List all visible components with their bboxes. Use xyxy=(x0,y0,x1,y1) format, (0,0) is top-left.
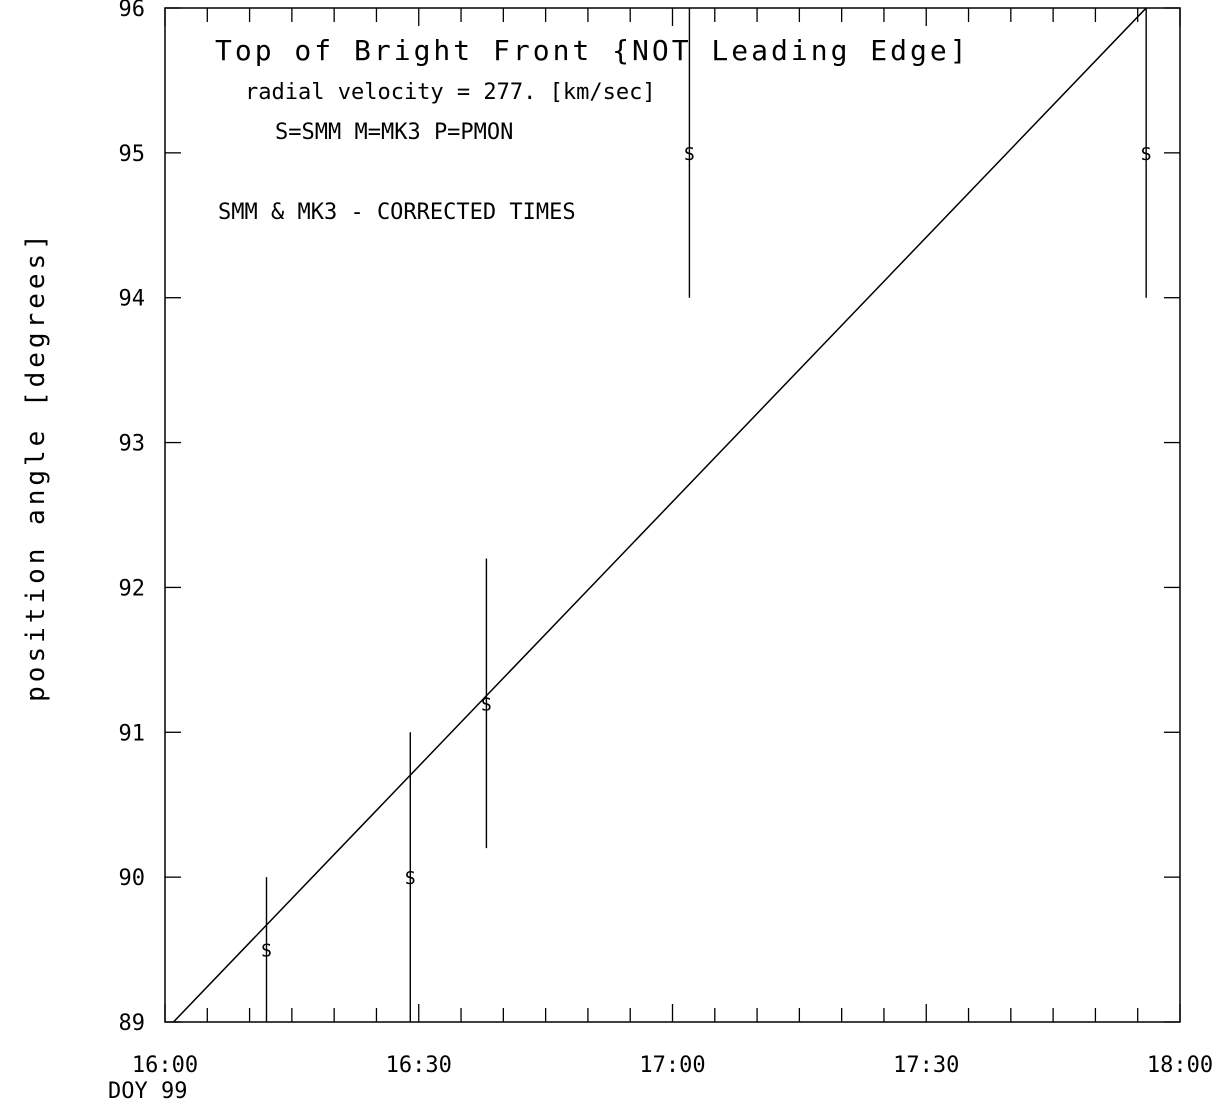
x-axis-sublabel: DOY 99 xyxy=(108,1079,187,1104)
y-tick-label: 95 xyxy=(119,142,146,167)
data-point-marker: S xyxy=(1141,144,1152,165)
x-tick-label: 17:30 xyxy=(893,1053,959,1078)
y-axis-label: position angle [degrees] xyxy=(21,230,51,702)
data-point-marker: S xyxy=(684,144,695,165)
y-tick-label: 93 xyxy=(119,432,146,457)
x-tick-labels: 16:00 16:30 17:00 17:30 18:00 xyxy=(132,1053,1213,1078)
legend-line: S=SMM M=MK3 P=PMON xyxy=(275,120,513,145)
fit-line xyxy=(172,7,1147,1023)
data-point-marker: S xyxy=(405,868,416,889)
x-tick-label: 16:30 xyxy=(386,1053,452,1078)
y-tick-label: 92 xyxy=(119,576,146,601)
chart-title: Top of Bright Front {NOT Leading Edge] xyxy=(215,34,970,67)
axis-ticks xyxy=(164,7,1181,1023)
fit-line-group xyxy=(172,7,1147,1023)
data-point-marker: S xyxy=(261,941,272,962)
x-tick-label: 17:00 xyxy=(639,1053,705,1078)
y-tick-labels: 89 90 91 92 93 94 95 96 xyxy=(119,0,146,1036)
chart-note: SMM & MK3 - CORRECTED TIMES xyxy=(218,200,576,225)
data-points: S S S S S xyxy=(261,8,1152,1022)
y-tick-label: 96 xyxy=(119,0,146,22)
y-tick-label: 89 xyxy=(119,1011,146,1036)
y-tick-label: 90 xyxy=(119,866,146,891)
data-point-marker: S xyxy=(481,694,492,715)
y-tick-label: 91 xyxy=(119,721,146,746)
y-tick-label: 94 xyxy=(119,287,146,312)
plot-frame xyxy=(164,7,1181,1023)
x-tick-label: 16:00 xyxy=(132,1053,198,1078)
x-tick-label: 18:00 xyxy=(1147,1053,1213,1078)
chart-subtitle: radial velocity = 277. [km/sec] xyxy=(245,80,656,105)
